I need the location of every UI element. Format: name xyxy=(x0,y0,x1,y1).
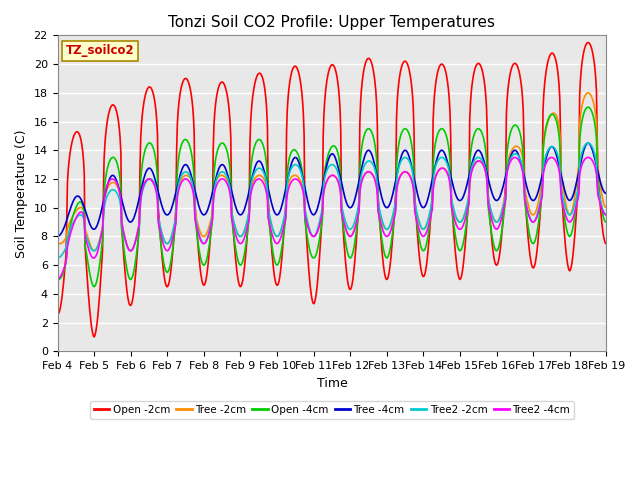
Tree -4cm xyxy=(205,204,212,210)
Open -2cm xyxy=(63,180,71,185)
Line: Open -4cm: Open -4cm xyxy=(58,107,606,287)
Tree -4cm xyxy=(54,234,61,240)
Tree -2cm xyxy=(602,205,610,211)
Tree2 -2cm xyxy=(399,156,406,162)
Tree2 -2cm xyxy=(584,140,592,146)
Line: Tree -2cm: Tree -2cm xyxy=(58,93,606,251)
Open -4cm xyxy=(602,219,610,225)
Tree2 -4cm xyxy=(176,184,184,190)
Open -2cm xyxy=(177,89,184,95)
Tree -4cm xyxy=(415,195,422,201)
Tree -2cm xyxy=(584,90,592,96)
X-axis label: Time: Time xyxy=(317,377,348,390)
Tree -4cm xyxy=(399,150,406,156)
Open -2cm xyxy=(90,334,98,340)
Y-axis label: Soil Temperature (C): Soil Temperature (C) xyxy=(15,129,28,258)
Tree2 -2cm xyxy=(176,178,184,183)
Tree2 -2cm xyxy=(415,217,422,223)
Tree -2cm xyxy=(54,240,61,246)
Text: TZ_soilco2: TZ_soilco2 xyxy=(66,44,134,57)
Open -4cm xyxy=(90,284,98,289)
Tree -2cm xyxy=(90,248,98,253)
Tree -2cm xyxy=(205,223,213,228)
Tree2 -4cm xyxy=(120,231,128,237)
Open -2cm xyxy=(121,265,129,271)
Tree -2cm xyxy=(399,169,407,175)
Open -4cm xyxy=(205,241,213,247)
Tree -4cm xyxy=(584,140,592,146)
Tree -4cm xyxy=(602,191,610,196)
Tree2 -2cm xyxy=(63,235,71,240)
Line: Tree2 -4cm: Tree2 -4cm xyxy=(58,157,606,279)
Open -4cm xyxy=(177,145,184,151)
Open -2cm xyxy=(415,253,423,259)
Tree2 -4cm xyxy=(63,244,71,250)
Open -4cm xyxy=(399,127,407,132)
Open -4cm xyxy=(121,252,129,258)
Tree -2cm xyxy=(177,179,184,184)
Tree2 -2cm xyxy=(54,255,61,261)
Open -4cm xyxy=(54,276,61,282)
Tree -2cm xyxy=(63,226,71,232)
Tree2 -2cm xyxy=(602,212,610,218)
Tree -2cm xyxy=(415,221,423,227)
Tree2 -2cm xyxy=(205,230,212,236)
Open -4cm xyxy=(584,104,592,110)
Tree2 -4cm xyxy=(54,276,61,282)
Open -2cm xyxy=(54,311,61,317)
Tree -4cm xyxy=(63,215,71,221)
Tree -4cm xyxy=(120,205,128,211)
Tree2 -4cm xyxy=(399,170,406,176)
Open -2cm xyxy=(602,240,610,246)
Open -4cm xyxy=(415,237,423,242)
Title: Tonzi Soil CO2 Profile: Upper Temperatures: Tonzi Soil CO2 Profile: Upper Temperatur… xyxy=(168,15,495,30)
Tree2 -4cm xyxy=(584,155,592,160)
Tree -4cm xyxy=(176,174,184,180)
Tree2 -4cm xyxy=(205,232,212,238)
Legend: Open -2cm, Tree -2cm, Open -4cm, Tree -4cm, Tree2 -2cm, Tree2 -4cm: Open -2cm, Tree -2cm, Open -4cm, Tree -4… xyxy=(90,401,574,419)
Tree2 -2cm xyxy=(120,232,128,238)
Line: Tree2 -2cm: Tree2 -2cm xyxy=(58,143,606,258)
Open -4cm xyxy=(63,239,71,245)
Open -2cm xyxy=(584,40,592,46)
Open -2cm xyxy=(399,60,407,65)
Line: Open -2cm: Open -2cm xyxy=(58,43,606,337)
Open -2cm xyxy=(205,247,213,252)
Tree -2cm xyxy=(121,234,129,240)
Tree2 -4cm xyxy=(415,225,422,230)
Line: Tree -4cm: Tree -4cm xyxy=(58,143,606,237)
Tree2 -4cm xyxy=(602,212,610,218)
